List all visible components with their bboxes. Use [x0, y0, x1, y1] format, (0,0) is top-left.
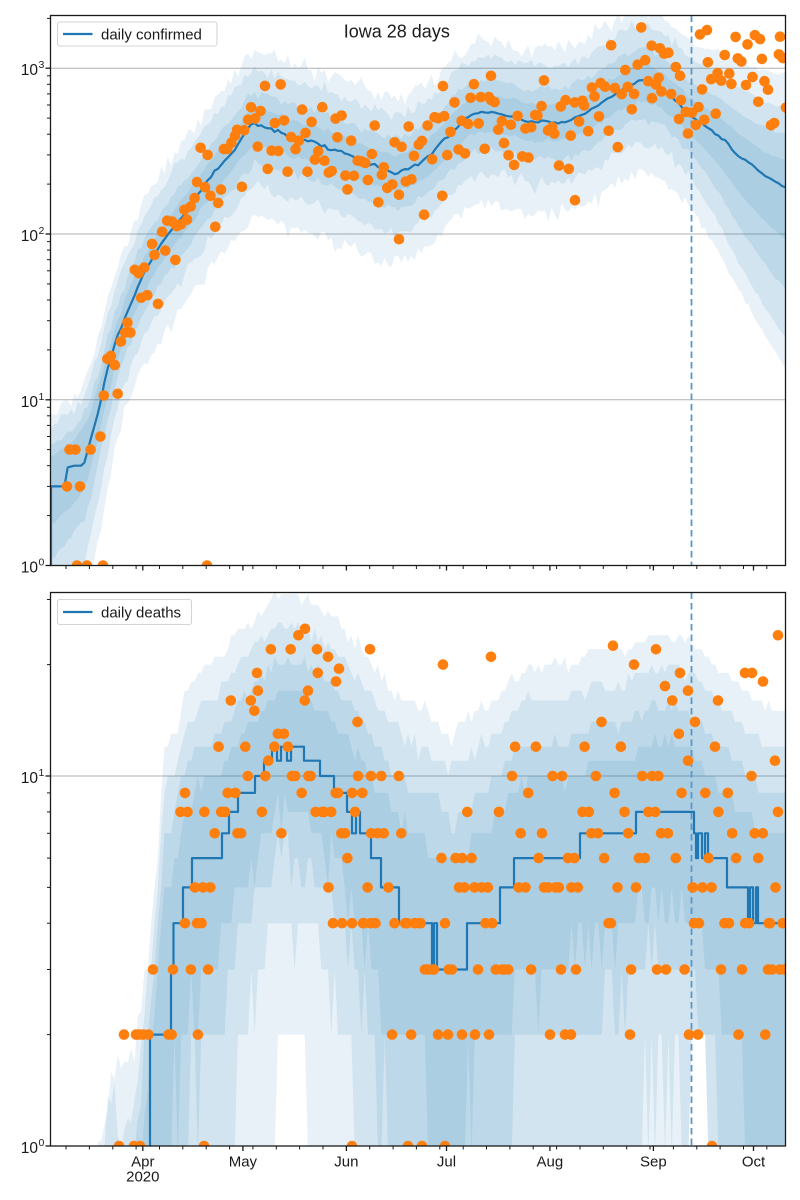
svg-text:2: 2	[39, 225, 45, 237]
svg-text:10: 10	[21, 1140, 39, 1157]
svg-text:0: 0	[39, 557, 45, 569]
svg-text:May: May	[229, 1154, 258, 1171]
svg-text:Apr: Apr	[131, 1154, 154, 1171]
svg-text:Jun: Jun	[334, 1154, 358, 1171]
svg-text:10: 10	[21, 228, 39, 245]
svg-text:10: 10	[21, 770, 39, 787]
svg-text:10: 10	[21, 62, 39, 79]
svg-text:1: 1	[39, 391, 45, 403]
svg-text:Jul: Jul	[437, 1154, 456, 1171]
svg-text:1: 1	[39, 767, 45, 779]
svg-text:Aug: Aug	[537, 1154, 564, 1171]
svg-text:0: 0	[39, 1137, 45, 1149]
svg-text:10: 10	[21, 394, 39, 411]
svg-text:10: 10	[21, 560, 39, 577]
svg-text:Sep: Sep	[640, 1154, 667, 1171]
svg-text:3: 3	[39, 59, 45, 71]
svg-text:2020: 2020	[126, 1169, 159, 1186]
svg-text:Oct: Oct	[742, 1154, 766, 1171]
svg-text:daily confirmed: daily confirmed	[101, 27, 202, 44]
svg-text:daily deaths: daily deaths	[101, 605, 181, 622]
svg-text:Iowa 28 days: Iowa 28 days	[344, 22, 450, 42]
